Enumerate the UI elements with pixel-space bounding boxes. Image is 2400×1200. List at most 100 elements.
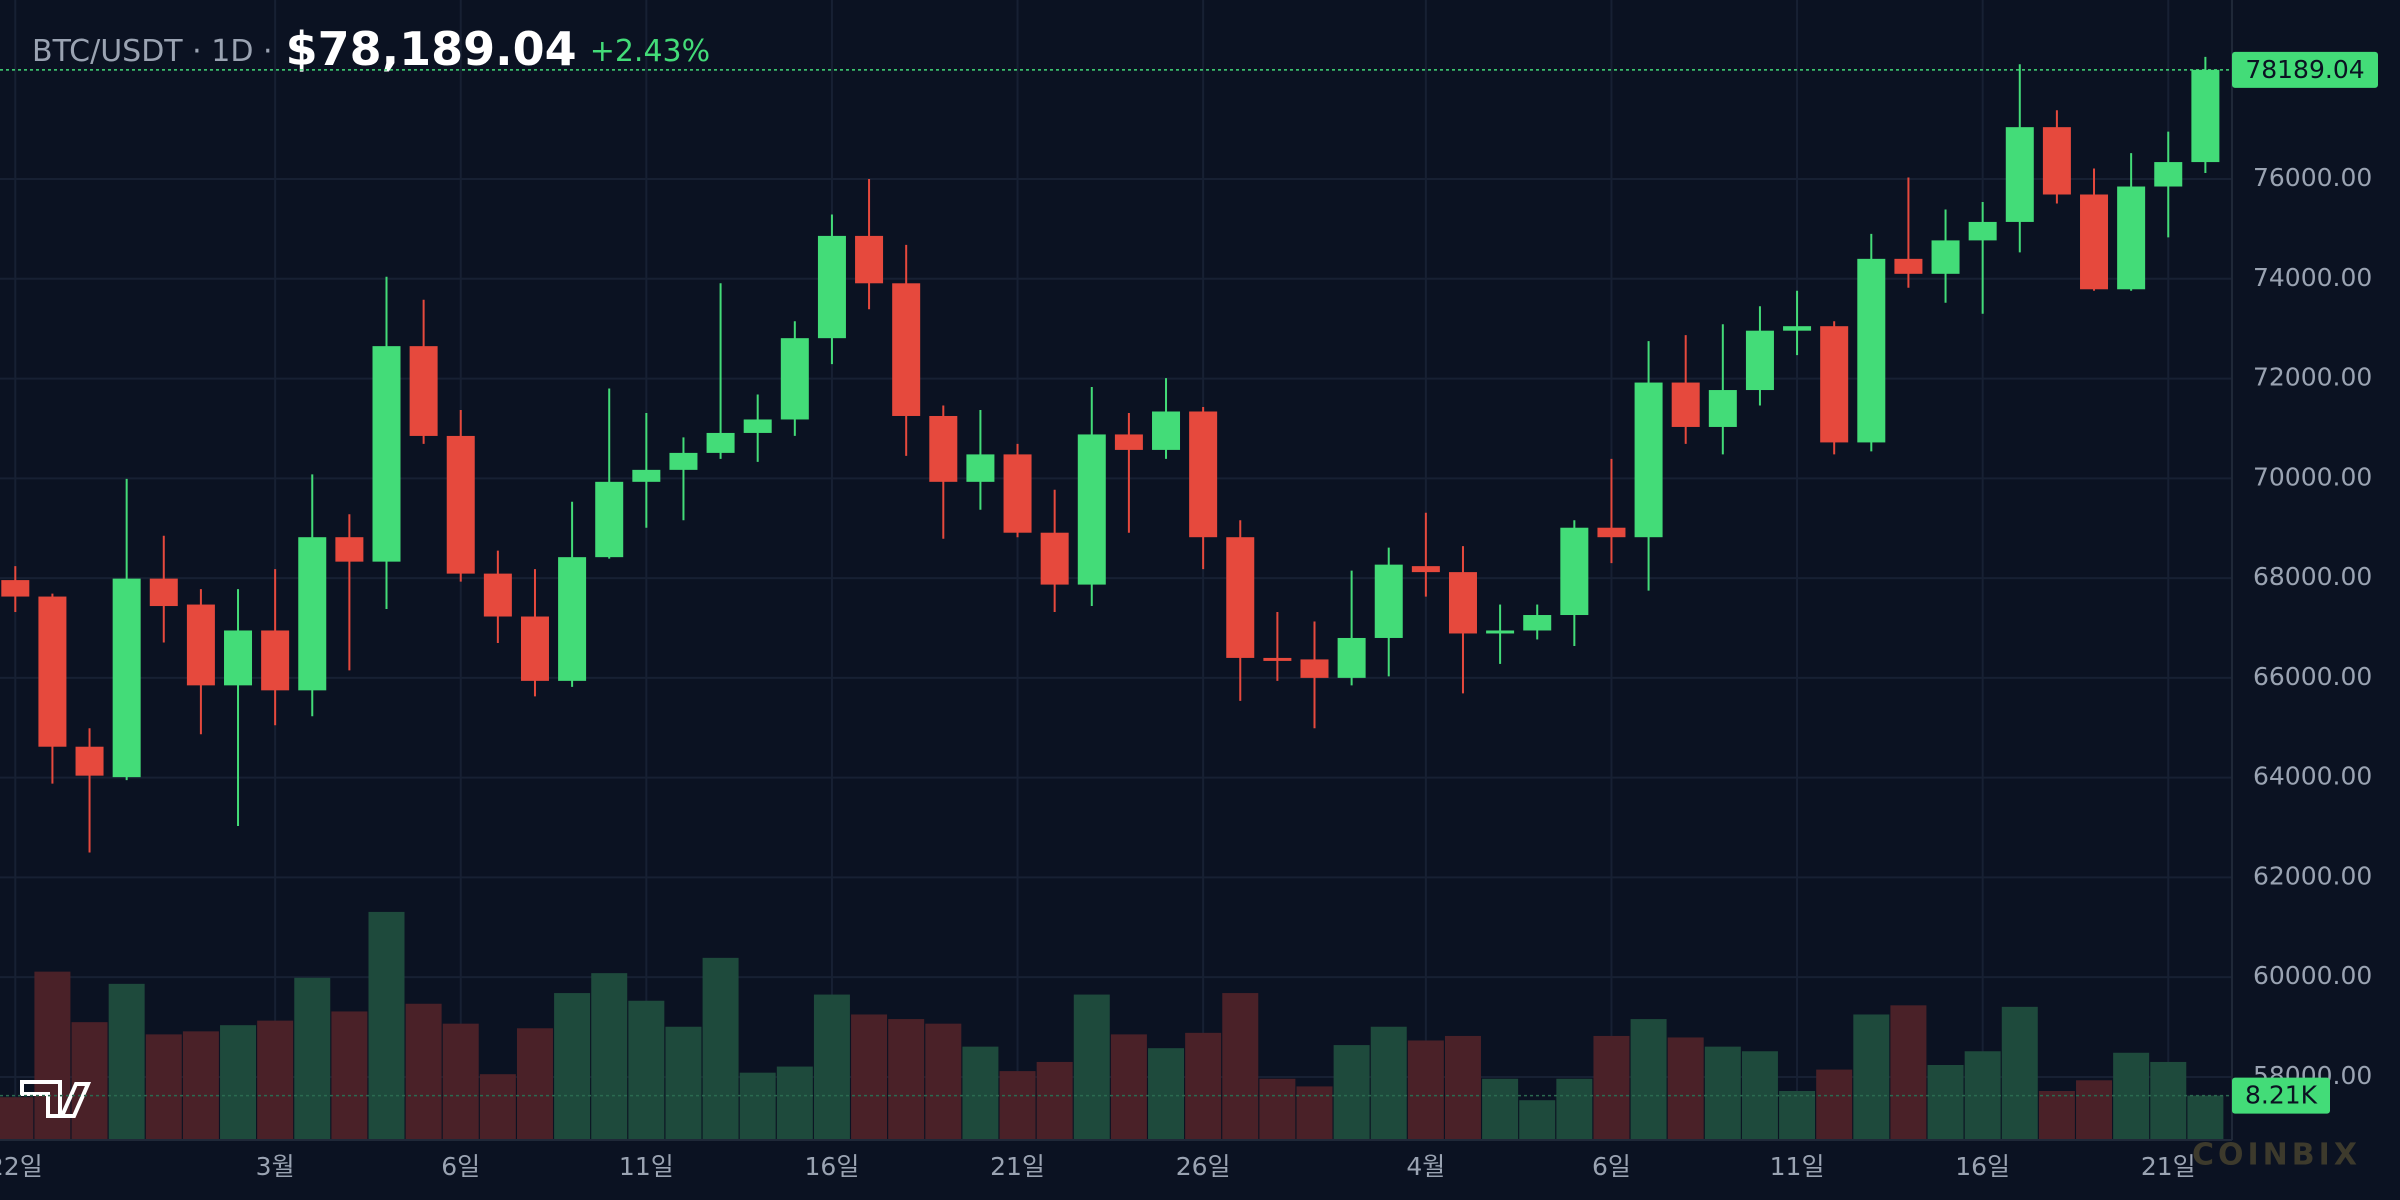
candle-body xyxy=(1671,382,1700,427)
change: +2.43% xyxy=(590,34,710,69)
volume-bar xyxy=(628,1000,665,1140)
candle-body xyxy=(558,557,587,681)
volume-bar xyxy=(1890,1005,1927,1140)
candle-body xyxy=(409,346,438,436)
candle-body xyxy=(2005,127,2034,222)
candle-body xyxy=(1634,382,1663,538)
y-tick-label: 74000.00 xyxy=(2253,263,2372,292)
volume-bar xyxy=(2001,1006,2038,1140)
candle-body xyxy=(2042,127,2071,195)
candle-layer xyxy=(1,56,2220,853)
candle-body xyxy=(892,283,921,416)
candle-body xyxy=(817,235,846,339)
volume-bar xyxy=(1444,1035,1481,1140)
volume-bar xyxy=(1333,1045,1370,1140)
x-tick-label: 26일 xyxy=(1176,1152,1231,1181)
candle-body xyxy=(446,435,475,574)
volume-bar xyxy=(1667,1037,1704,1140)
candle-body xyxy=(1337,637,1366,678)
candle-body xyxy=(1374,564,1403,638)
candle-body xyxy=(149,578,178,607)
last-volume-label: 8.21K xyxy=(2245,1081,2318,1110)
candle-body xyxy=(706,432,735,453)
candle-body xyxy=(1523,615,1552,631)
candle-body xyxy=(1448,572,1477,634)
y-tick-label: 62000.00 xyxy=(2253,861,2372,890)
candle-body xyxy=(1783,326,1812,331)
volume-bar xyxy=(999,1071,1036,1140)
volume-bar xyxy=(220,1025,257,1140)
candle-body xyxy=(372,346,401,562)
candle-body xyxy=(855,235,884,284)
volume-bar xyxy=(1259,1078,1296,1140)
candle-body xyxy=(929,415,958,482)
candle-body xyxy=(298,537,327,691)
volume-bar xyxy=(2187,1095,2224,1140)
volume-bar xyxy=(1630,1019,1667,1140)
x-tick-label: 3월 xyxy=(256,1152,295,1181)
volume-bar xyxy=(813,994,850,1140)
candle-body xyxy=(632,469,661,482)
candle-body xyxy=(483,573,512,617)
x-tick-label: 21일 xyxy=(2141,1152,2196,1181)
volume-bar xyxy=(479,1074,516,1140)
volume-bar xyxy=(516,1028,553,1140)
volume-bar xyxy=(368,911,405,1140)
volume-bar xyxy=(1036,1061,1073,1140)
logo xyxy=(20,1080,92,1118)
volume-bar xyxy=(1593,1035,1630,1140)
candle-body xyxy=(520,616,549,681)
volume-bar xyxy=(1296,1086,1333,1140)
x-tick-label: 6일 xyxy=(1592,1152,1631,1181)
candle-body xyxy=(2191,69,2220,163)
candle-body xyxy=(1040,532,1069,585)
candle-body xyxy=(261,630,290,691)
volume-bar xyxy=(1148,1048,1185,1140)
candle-body xyxy=(1003,454,1032,533)
volume-bar xyxy=(591,973,628,1140)
candle-body xyxy=(1968,221,1997,241)
volume-bar xyxy=(1927,1064,1964,1140)
candle-body xyxy=(743,419,772,433)
candle-body xyxy=(1486,630,1515,634)
volume-bar xyxy=(442,1023,479,1140)
volume-bar xyxy=(405,1003,442,1140)
volume-bar xyxy=(71,1022,108,1140)
candle-body xyxy=(966,454,995,482)
candle-body xyxy=(1708,390,1737,427)
x-tick-label: 16일 xyxy=(1955,1152,2010,1181)
volume-bar xyxy=(2076,1080,2113,1140)
candle-body xyxy=(38,596,67,747)
volume-bar xyxy=(2113,1052,2150,1140)
candle-body xyxy=(1560,527,1589,616)
y-tick-label: 68000.00 xyxy=(2253,562,2372,591)
volume-layer xyxy=(0,911,2224,1140)
candle-body xyxy=(75,746,104,776)
volume-bar xyxy=(0,1097,34,1140)
volume-bar xyxy=(888,1019,925,1140)
candle-body xyxy=(335,537,364,562)
volume-bar xyxy=(1556,1078,1593,1140)
candle-body xyxy=(1263,657,1292,661)
candle-body xyxy=(1226,537,1255,658)
candle-body xyxy=(1152,411,1181,450)
volume-bar xyxy=(1185,1032,1222,1140)
candle-body xyxy=(2154,162,2183,187)
candle-body xyxy=(1,580,30,597)
x-tick-label: 6일 xyxy=(441,1152,480,1181)
x-tick-label: 21일 xyxy=(990,1152,1045,1181)
volume-bar xyxy=(1704,1046,1741,1140)
volume-bar xyxy=(739,1072,776,1140)
volume-bar xyxy=(1482,1078,1519,1140)
candle-body xyxy=(1745,330,1774,391)
symbol: BTC/USDT · 1D · xyxy=(32,34,273,69)
candle-body xyxy=(1300,659,1329,678)
volume-bar xyxy=(1853,1014,1890,1140)
x-tick-label: 11일 xyxy=(619,1152,674,1181)
candle-body xyxy=(1189,411,1218,538)
last-volume-box xyxy=(2232,1077,2330,1114)
header: BTC/USDT · 1D · $78,189.04 +2.43% xyxy=(32,22,710,76)
candle-body xyxy=(1820,326,1849,443)
y-tick-label: 60000.00 xyxy=(2253,961,2372,990)
